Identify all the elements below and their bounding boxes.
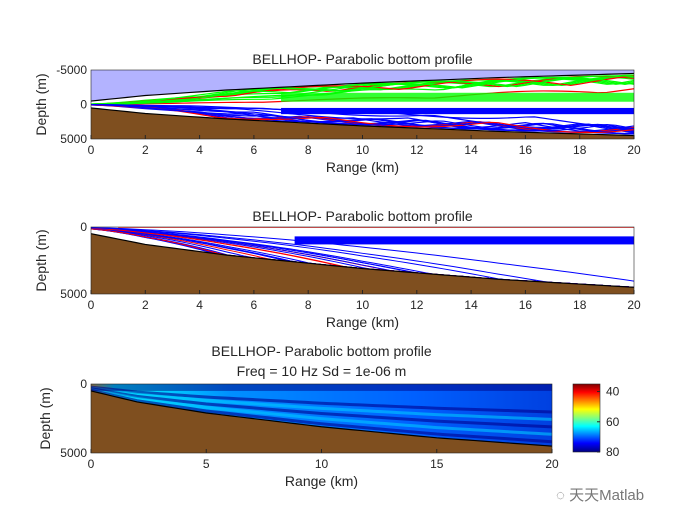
y-tick-label: 0: [80, 377, 87, 391]
x-tick-label: 14: [464, 143, 478, 157]
x-axis-label: Range (km): [326, 159, 399, 175]
plot-area: [91, 227, 634, 294]
x-axis-label: Range (km): [285, 473, 358, 489]
ray: [91, 76, 634, 105]
x-tick-label: 6: [251, 298, 258, 312]
plot-area: [91, 70, 634, 139]
y-tick-label: -5000: [56, 63, 87, 77]
y-tick-label: 5000: [60, 287, 87, 301]
ray-bundle-blue: [281, 107, 634, 115]
x-tick-label: 10: [356, 298, 370, 312]
x-tick-label: 0: [88, 143, 95, 157]
colorbar-tick-label: 80: [606, 445, 620, 459]
colorbar-tick-label: 40: [606, 385, 620, 399]
x-tick-label: 20: [627, 143, 641, 157]
ray: [91, 104, 634, 132]
mirror-boundary: [91, 72, 634, 102]
x-tick-label: 8: [305, 143, 312, 157]
mirror-region: [91, 70, 634, 102]
seabed: [91, 233, 634, 294]
x-tick-label: 0: [88, 298, 95, 312]
chart-title: BELLHOP- Parabolic bottom profile: [252, 51, 472, 67]
ray: [91, 104, 634, 135]
chart-subtitle: Freq = 10 Hz Sd = 1e-06 m: [237, 363, 407, 379]
tl-band: [91, 388, 552, 436]
x-tick-label: 20: [627, 298, 641, 312]
wechat-icon: ◌: [556, 487, 570, 504]
x-tick-label: 2: [142, 143, 149, 157]
colorbar: [572, 383, 601, 453]
x-tick-label: 6: [251, 143, 258, 157]
x-tick-label: 5: [203, 457, 210, 471]
ray-bundle-blue: [294, 236, 634, 245]
x-tick-label: 10: [356, 143, 370, 157]
plot-area: [91, 384, 552, 453]
tl-surface-band: [91, 384, 552, 391]
x-tick-label: 15: [430, 457, 444, 471]
y-tick-label: 0: [80, 220, 87, 234]
seabed: [91, 107, 634, 139]
x-tick-label: 12: [410, 298, 424, 312]
ray: [91, 75, 634, 105]
x-tick-label: 2: [142, 298, 149, 312]
x-tick-label: 4: [196, 143, 203, 157]
x-axis-label: Range (km): [326, 314, 399, 330]
x-tick-label: 8: [305, 298, 312, 312]
y-tick-label: 0: [80, 98, 87, 112]
seabed: [91, 390, 552, 453]
x-tick-label: 12: [410, 143, 424, 157]
x-tick-label: 4: [196, 298, 203, 312]
bottom-boundary: [91, 107, 634, 137]
tl-band: [91, 386, 552, 421]
x-tick-label: 16: [519, 143, 533, 157]
x-tick-label: 20: [545, 457, 559, 471]
watermark: ◌ 天天Matlab: [556, 487, 645, 504]
chart-title: BELLHOP- Parabolic bottom profile: [252, 208, 472, 224]
y-axis-label: Depth (m): [33, 73, 49, 135]
x-tick-label: 18: [573, 143, 587, 157]
tl-band: [91, 385, 552, 414]
ray: [91, 103, 634, 131]
tl-band: [91, 387, 552, 429]
tl-band: [91, 388, 552, 444]
bottom-boundary: [91, 233, 634, 288]
y-tick-label: 5000: [60, 446, 87, 460]
y-axis-label: Depth (m): [33, 229, 49, 291]
y-tick-label: 5000: [60, 132, 87, 146]
x-tick-label: 0: [88, 457, 95, 471]
x-tick-label: 18: [573, 298, 587, 312]
y-axis-label: Depth (m): [37, 387, 53, 449]
bottom-boundary: [91, 390, 552, 447]
ray: [91, 227, 634, 282]
chart-title: BELLHOP- Parabolic bottom profile: [211, 343, 431, 359]
x-tick-label: 16: [519, 298, 533, 312]
ray-bundle-green: [281, 92, 634, 102]
colorbar-tick-label: 60: [606, 415, 620, 429]
x-tick-label: 14: [464, 298, 478, 312]
x-tick-label: 10: [315, 457, 329, 471]
